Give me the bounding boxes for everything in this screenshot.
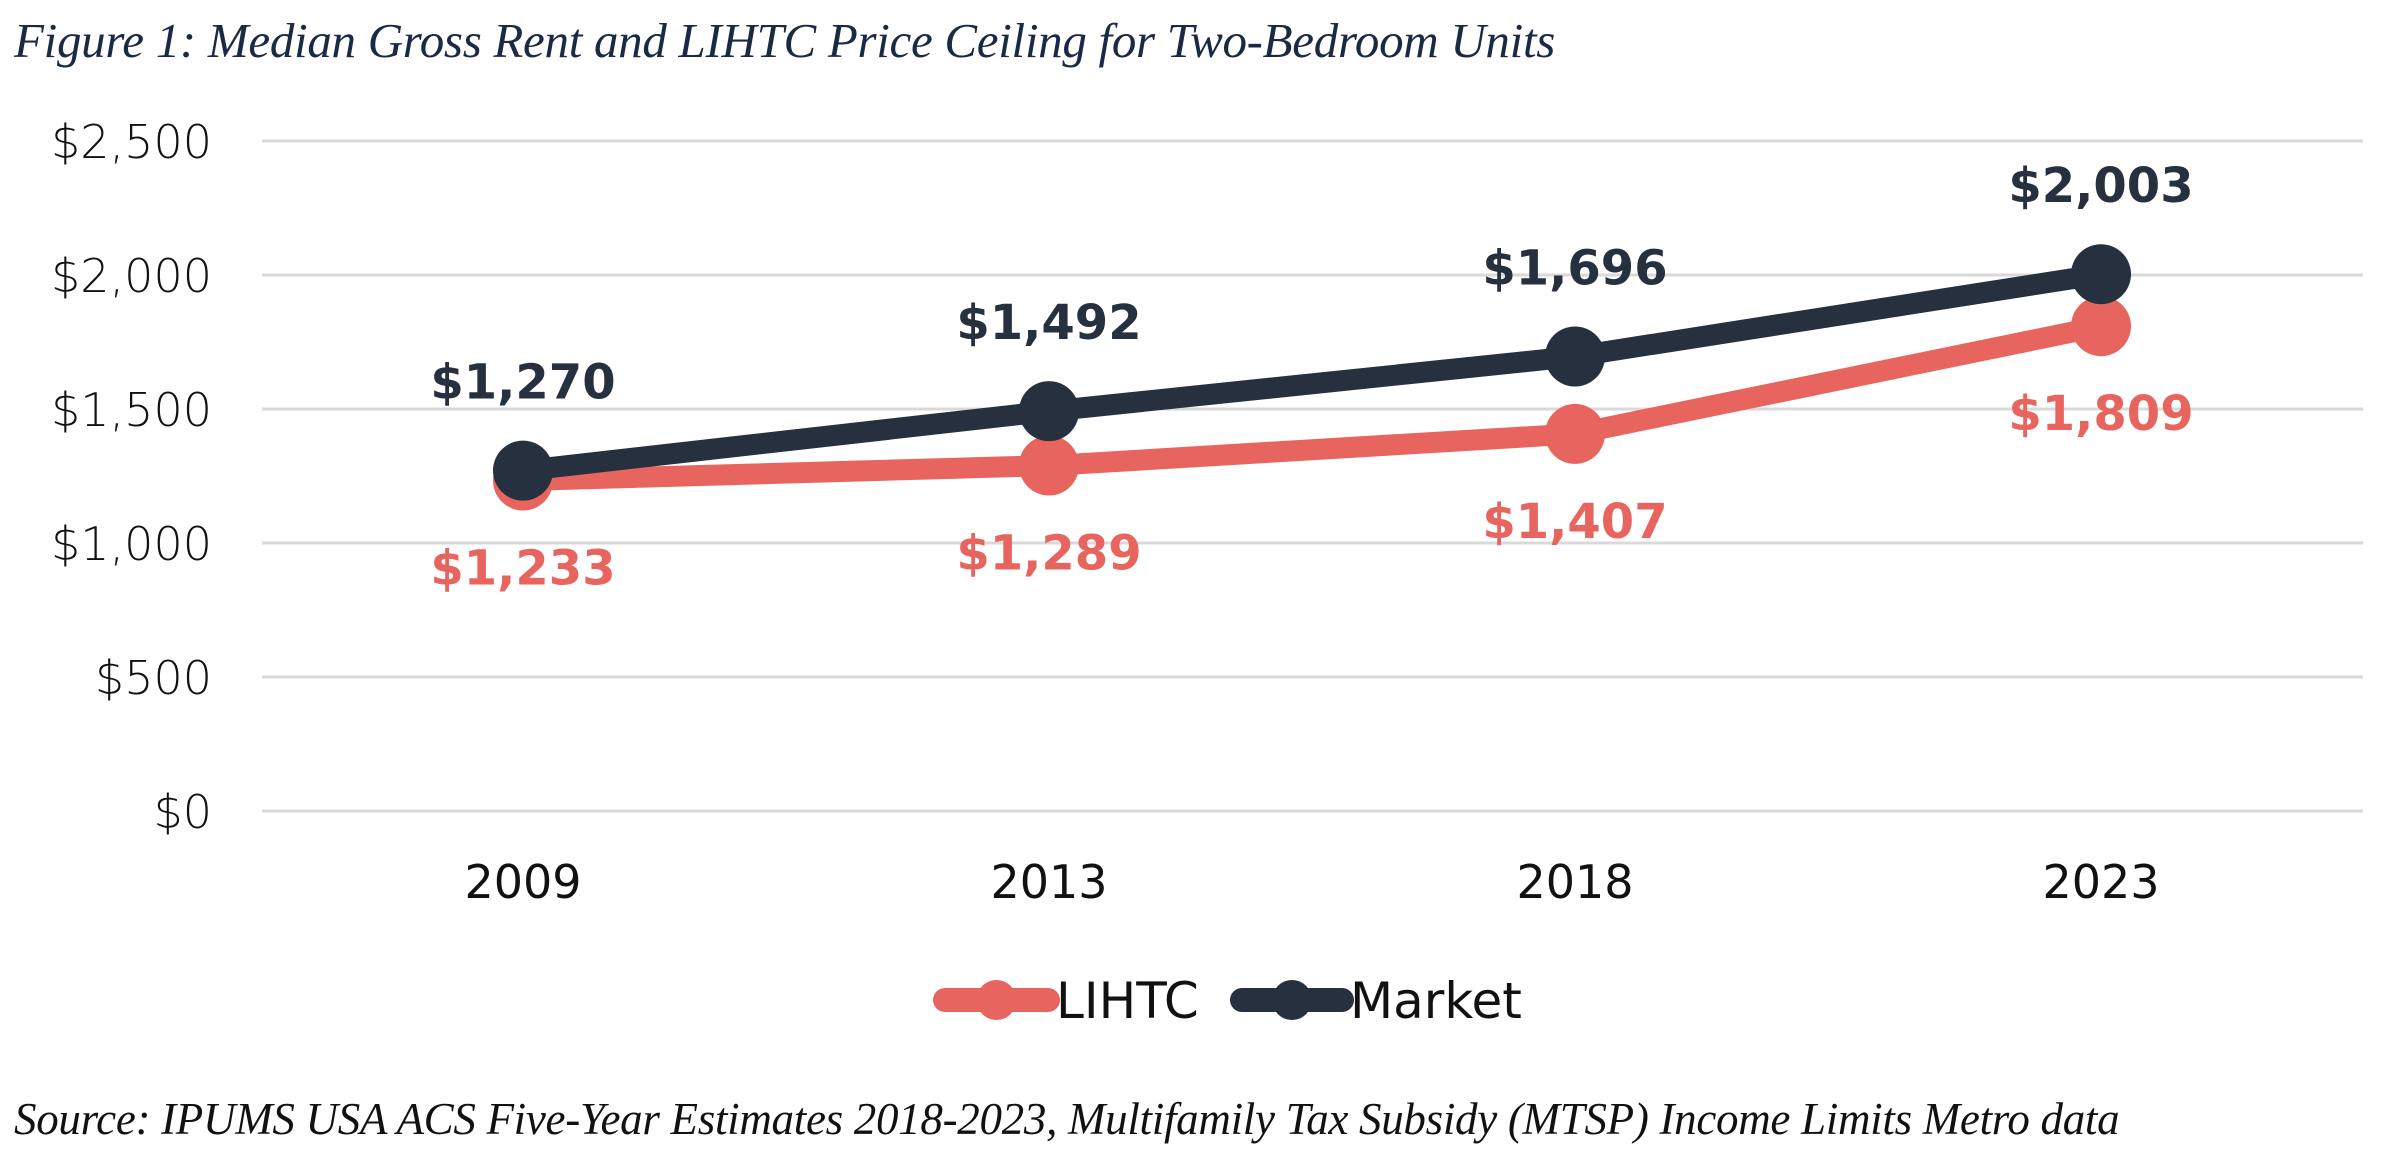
data-label-lihtc: $1,407 bbox=[1482, 494, 1667, 550]
x-tick-label: 2013 bbox=[990, 855, 1107, 909]
figure-source: Source: IPUMS USA ACS Five-Year Estimate… bbox=[14, 1094, 2120, 1144]
data-point-lihtc bbox=[2071, 296, 2131, 357]
y-tick-label: $1,000 bbox=[51, 517, 212, 571]
legend-swatch-marker bbox=[1272, 980, 1312, 1020]
legend-item-lihtc: LIHTC bbox=[933, 972, 1199, 1030]
legend-label: Market bbox=[1350, 972, 1522, 1030]
series-line-lihtc bbox=[512, 315, 2112, 492]
y-axis-ticks: $0 $500 $1,000 $1,500 $2,000 $2,500 bbox=[51, 115, 212, 839]
x-tick-label: 2023 bbox=[2042, 855, 2159, 909]
legend-swatch-marker bbox=[976, 980, 1017, 1020]
legend: LIHTC Market bbox=[933, 972, 1522, 1030]
data-point-lihtc bbox=[1019, 435, 1079, 496]
x-tick-label: 2009 bbox=[464, 855, 581, 909]
data-labels: $1,233 $1,289 $1,407 $1,809 $1,270 $1,492 $1,6… bbox=[430, 158, 2193, 596]
data-point-market bbox=[2071, 244, 2131, 305]
data-point-market bbox=[493, 440, 553, 501]
data-label-lihtc: $1,809 bbox=[2008, 386, 2193, 442]
data-point-market bbox=[1545, 326, 1605, 387]
y-tick-label: $2,000 bbox=[51, 249, 212, 303]
data-label-lihtc: $1,233 bbox=[430, 541, 615, 597]
gridlines bbox=[262, 139, 2363, 813]
y-tick-label: $0 bbox=[153, 785, 212, 839]
y-tick-label: $1,500 bbox=[51, 383, 212, 437]
x-axis-ticks: 2009 2013 2018 2023 bbox=[464, 855, 2159, 909]
data-point-market bbox=[1019, 381, 1079, 442]
series-layer bbox=[493, 244, 2131, 511]
data-point-lihtc bbox=[1545, 403, 1605, 464]
x-tick-label: 2018 bbox=[1516, 855, 1633, 909]
legend-item-market: Market bbox=[1230, 972, 1522, 1030]
data-label-market: $1,270 bbox=[430, 355, 615, 411]
series-line-market bbox=[512, 263, 2112, 482]
data-label-market: $1,492 bbox=[956, 295, 1141, 351]
data-label-market: $2,003 bbox=[2008, 158, 2193, 214]
y-tick-label: $500 bbox=[95, 651, 212, 705]
legend-label: LIHTC bbox=[1056, 972, 1199, 1030]
y-tick-label: $2,500 bbox=[51, 115, 212, 169]
data-label-market: $1,696 bbox=[1482, 240, 1667, 296]
data-label-lihtc: $1,289 bbox=[956, 526, 1141, 582]
figure-title: Figure 1: Median Gross Rent and LIHTC Pr… bbox=[14, 13, 1556, 68]
